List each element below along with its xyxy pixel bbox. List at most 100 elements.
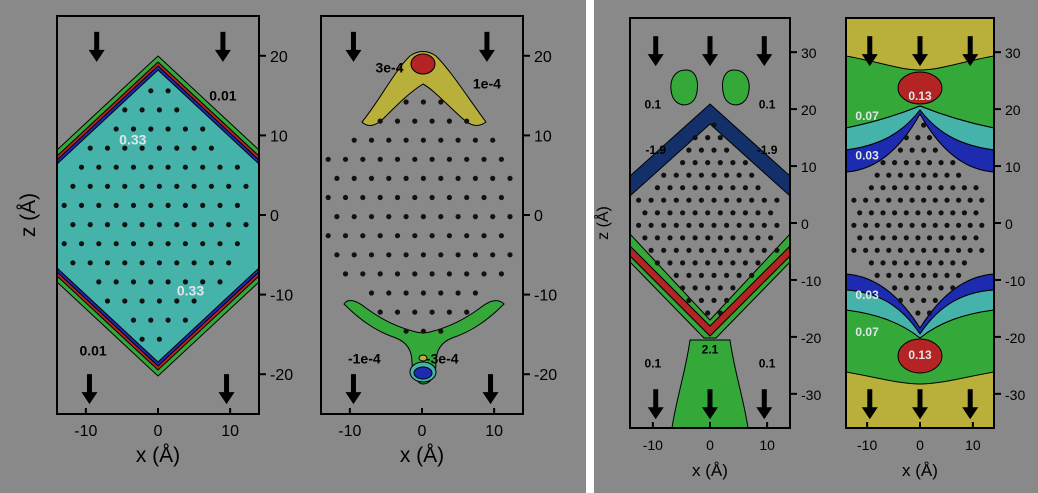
atom-dot <box>950 260 956 266</box>
atom-dot <box>944 197 950 203</box>
atom-dot <box>742 260 749 266</box>
z-tick-label: 30 <box>1005 45 1021 61</box>
panel-c-plume-green <box>671 339 749 428</box>
atom-dot <box>420 99 426 105</box>
field-arrow-down-icon <box>756 389 773 420</box>
panel-d-core-red-bottom <box>897 338 943 374</box>
atom-dot <box>692 185 698 191</box>
atom-dot <box>667 210 673 216</box>
panel-a: 0.01 0.33 0.33 0.01 -10 0 10 -20 -10 0 10 20 x (Å) z… <box>17 15 293 467</box>
atom-dot <box>686 247 692 253</box>
atom-dot <box>724 297 730 303</box>
atom-dot <box>325 194 331 201</box>
panel-b-contours <box>343 51 505 385</box>
atom-dot <box>429 156 435 162</box>
atom-dot <box>705 285 711 291</box>
atom-dot <box>217 241 223 247</box>
atom-dot <box>903 210 909 216</box>
atom-dot <box>360 233 366 239</box>
atom-dot <box>455 252 461 258</box>
atom-dot <box>915 235 921 241</box>
atom-dot <box>464 271 470 277</box>
z-tick-label: 0 <box>534 208 543 225</box>
atom-dot <box>661 222 667 228</box>
x-tick-label: 0 <box>706 437 714 453</box>
atom-dot <box>368 290 375 296</box>
atom-dot <box>742 160 749 166</box>
contour-label: -1.9 <box>645 143 666 157</box>
x-axis-label: x (Å) <box>400 444 444 467</box>
panel-d-axes: -10 0 10 -30 -20 -10 0 10 20 30 x (Å) <box>857 45 1025 480</box>
atom-dot <box>507 175 513 181</box>
atom-dot <box>130 202 137 208</box>
atom-dot <box>648 222 654 228</box>
atom-dot <box>698 222 705 228</box>
atom-dot <box>139 145 145 151</box>
y-axis-label: z (Å) <box>17 193 40 237</box>
atom-dot <box>944 172 950 178</box>
atom-dot <box>113 164 119 170</box>
atom-dot <box>61 202 67 208</box>
panel-a-field-arrows <box>81 31 235 405</box>
atom-dot <box>325 233 331 239</box>
z-tick-label: 20 <box>270 49 288 66</box>
atom-dot <box>749 197 755 203</box>
atom-dot <box>768 235 774 241</box>
atom-dot <box>472 214 478 220</box>
atom-dot <box>886 197 892 203</box>
atom-dot <box>113 279 119 285</box>
atom-dot <box>156 183 162 189</box>
atom-dot <box>342 194 349 201</box>
contour-label: 0.01 <box>79 342 106 358</box>
atom-dot <box>926 285 933 291</box>
atom-dot <box>429 194 435 201</box>
atom-dot <box>360 271 366 277</box>
atom-dot <box>774 247 780 253</box>
atom-dot <box>686 197 692 203</box>
contour-label: -1.9 <box>757 143 778 157</box>
z-tick-label: -20 <box>534 367 557 384</box>
atom-dot <box>742 235 749 241</box>
atom-dot <box>717 260 723 266</box>
contour-label: 0.01 <box>209 88 236 104</box>
atom-dot <box>880 160 886 166</box>
atom-dot <box>724 147 730 153</box>
atom-dot <box>967 247 973 253</box>
atom-dot <box>243 183 249 189</box>
atom-dot <box>667 235 673 241</box>
atom-dot <box>961 235 968 241</box>
atom-dot <box>892 285 898 291</box>
atom-dot <box>921 172 927 178</box>
atom-dot <box>386 214 392 220</box>
panel-c-atoms <box>636 122 780 316</box>
panel-b-lobe-green-bottom <box>343 300 505 385</box>
panel-b-core-red-top <box>410 53 436 75</box>
atom-dot <box>921 222 927 228</box>
atom-dot <box>130 279 137 285</box>
atom-dot <box>226 183 232 189</box>
atom-dot <box>208 183 214 189</box>
atom-dot <box>78 202 85 208</box>
atom-dot <box>730 160 736 166</box>
atom-dot <box>446 233 452 239</box>
atom-dot <box>950 160 956 166</box>
atom-dot <box>698 197 705 203</box>
atom-dot <box>96 241 102 247</box>
atom-dot <box>490 252 496 258</box>
atom-dot <box>724 172 730 178</box>
atom-dot <box>174 222 180 228</box>
atom-dot <box>654 260 661 266</box>
atom-dot <box>342 156 349 162</box>
atom-dot <box>749 272 755 278</box>
atom-dot <box>104 298 111 304</box>
panel-c-field-arrows <box>647 36 773 420</box>
atom-dot <box>950 235 956 241</box>
atom-dot <box>686 272 692 278</box>
atom-dot <box>130 164 137 170</box>
atom-dot <box>667 260 673 266</box>
atom-dot <box>70 260 76 266</box>
atom-dot <box>165 241 171 247</box>
atom-dot <box>711 172 717 178</box>
atom-dot <box>915 210 921 216</box>
atom-dot <box>78 164 85 170</box>
